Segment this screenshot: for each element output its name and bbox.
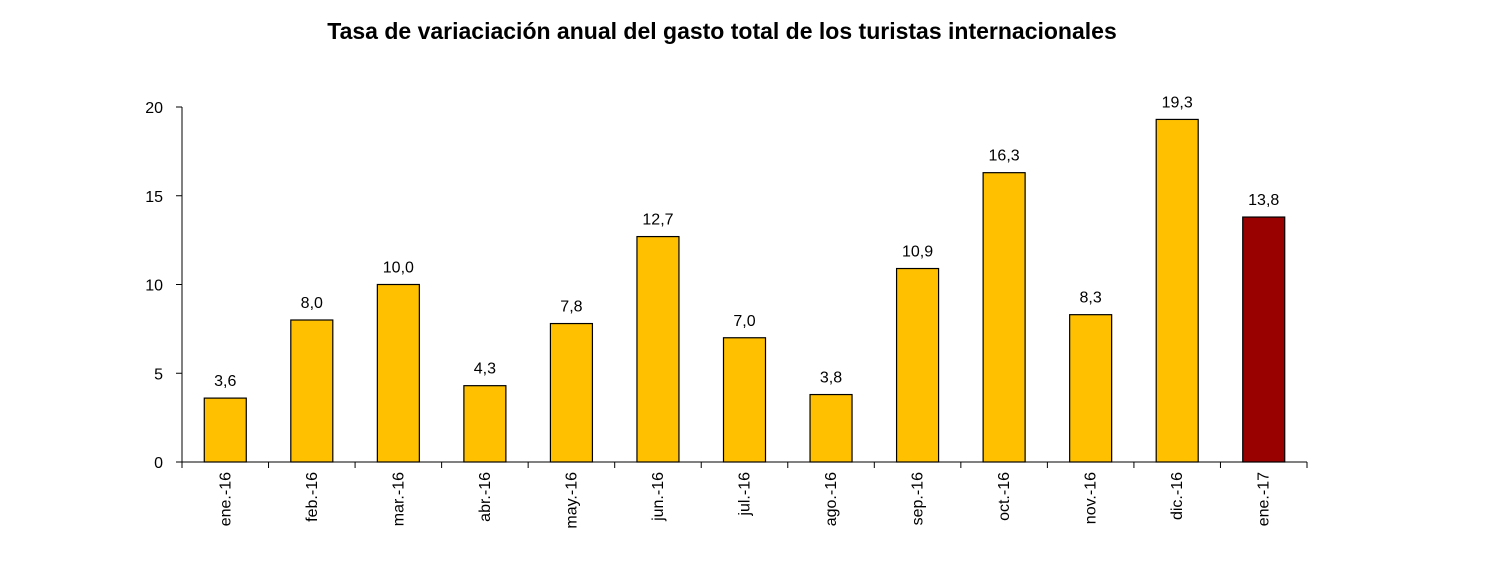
category-label: mar.-16 — [390, 472, 407, 526]
bar-ene.-16 — [203, 397, 247, 463]
category-label: ene.-17 — [1256, 472, 1273, 526]
y-tick-label: 20 — [145, 100, 163, 117]
category-label: jun.-16 — [650, 472, 667, 522]
bar-jun.-16 — [636, 235, 680, 463]
category-label: ago.-16 — [823, 472, 840, 526]
bar-mar.-16 — [376, 283, 420, 463]
data-label: 10,9 — [902, 244, 933, 261]
bar-abr.-16 — [463, 385, 507, 463]
bars — [203, 118, 1286, 463]
data-label: 8,3 — [1080, 290, 1102, 307]
y-tick-label: 15 — [145, 189, 163, 206]
data-label: 12,7 — [642, 212, 673, 229]
y-axis: 0 5 10 15 20 — [145, 100, 183, 472]
bar-dic.-16 — [1155, 118, 1199, 463]
category-label: nov.-16 — [1083, 472, 1100, 524]
data-label: 7,0 — [733, 313, 755, 330]
category-label: oct.-16 — [996, 472, 1013, 521]
y-tick-label: 10 — [145, 278, 163, 295]
y-tick-label: 5 — [154, 366, 163, 383]
category-label: feb.-16 — [304, 472, 321, 522]
bar-oct.-16 — [982, 172, 1026, 463]
category-label: dic.-16 — [1169, 472, 1186, 520]
data-label: 8,0 — [301, 295, 323, 312]
data-labels: 3,6 8,0 10,0 4,3 7,8 12,7 7,0 3,8 10,9 16,3 8,3 19,… — [214, 94, 1279, 390]
data-label: 19,3 — [1162, 94, 1193, 111]
bar-nov.-16 — [1069, 314, 1113, 463]
data-label: 16,3 — [989, 148, 1020, 165]
category-label: ene.-16 — [217, 472, 234, 526]
bar-may.-16 — [549, 322, 594, 463]
category-label: may.-16 — [563, 472, 580, 529]
chart-title: Tasa de variaciación anual del gasto tot… — [327, 18, 1117, 44]
y-tick-label: 0 — [154, 455, 163, 472]
x-axis: ene.-16 feb.-16 mar.-16 abr.-16 may.-16 jun.-… — [181, 461, 1308, 529]
data-label: 13,8 — [1248, 192, 1279, 209]
bar-sep.-16 — [895, 267, 940, 463]
data-label: 3,8 — [820, 370, 842, 387]
bar-ene.-17 — [1242, 216, 1286, 463]
data-label: 7,8 — [560, 299, 582, 316]
category-label: abr.-16 — [477, 472, 494, 522]
category-label: jul.-16 — [737, 472, 754, 517]
bar-feb.-16 — [290, 319, 334, 463]
data-label: 4,3 — [474, 361, 496, 378]
data-label: 3,6 — [214, 373, 236, 390]
bar-jul.-16 — [722, 337, 767, 463]
bar-ago.-16 — [809, 393, 853, 463]
category-label: sep.-16 — [910, 472, 927, 525]
data-label: 10,0 — [383, 260, 414, 277]
